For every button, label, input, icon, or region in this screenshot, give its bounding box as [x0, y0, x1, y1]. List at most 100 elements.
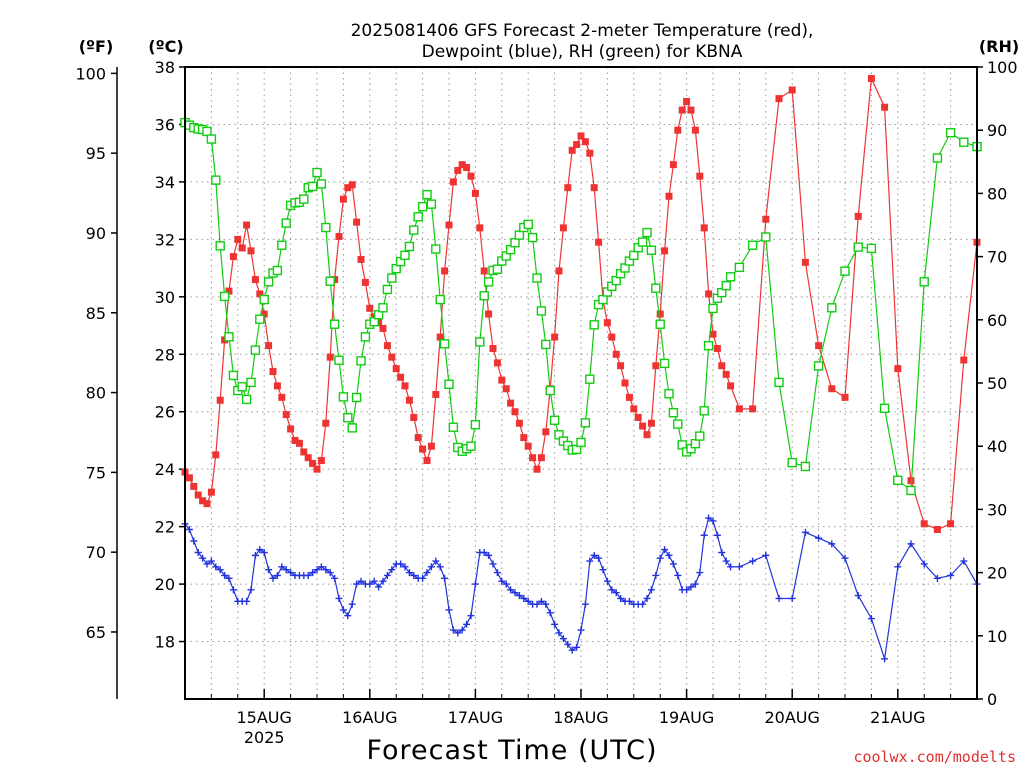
rh-point	[483, 277, 494, 287]
fahrenheit-tick-label: 90	[86, 224, 106, 243]
fahrenheit-tick-label: 65	[86, 623, 106, 642]
dewpoint-point	[265, 566, 273, 574]
rh-point	[514, 230, 525, 240]
dewpoint-point	[410, 571, 418, 579]
temperature-point	[564, 184, 572, 192]
dewpoint-point	[828, 540, 836, 548]
dewpoint-point	[273, 571, 281, 579]
temperature-point	[674, 126, 682, 134]
temperature-point	[256, 290, 264, 298]
dewpoint-point	[498, 577, 506, 585]
dewpoint-point	[568, 646, 576, 654]
dewpoint-point	[612, 589, 620, 597]
dewpoint-point	[260, 548, 268, 556]
dewpoint-point	[397, 560, 405, 568]
dewpoint-point	[335, 594, 343, 602]
temperature-point	[317, 457, 325, 465]
temperature-point	[559, 224, 567, 232]
dewpoint-point	[801, 528, 809, 536]
temperature-point	[234, 235, 242, 243]
temperature-point	[203, 500, 211, 508]
dewpoint-point	[185, 526, 193, 534]
dewpoint-point	[700, 531, 708, 539]
dewpoint-point	[788, 594, 796, 602]
dewpoint-point	[749, 557, 757, 565]
rh-point	[840, 266, 850, 276]
rh-point	[637, 237, 648, 247]
temperature-point	[489, 345, 497, 353]
temperature-point	[458, 161, 466, 169]
rh-point	[316, 179, 327, 189]
rh-point	[866, 243, 877, 254]
temperature-point	[700, 224, 708, 232]
rh-point	[448, 422, 459, 432]
dewpoint-point	[225, 574, 233, 582]
dewpoint-point	[537, 597, 545, 605]
dewpoint-point	[436, 563, 444, 571]
dewpoint-point	[762, 551, 770, 559]
temperature-point	[282, 411, 290, 419]
temperature-point	[401, 382, 409, 390]
dewpoint-point	[520, 594, 528, 602]
x-tick-sublabel: 2025	[244, 728, 285, 747]
rh-point	[422, 189, 432, 200]
temperature-point	[841, 393, 849, 401]
temperature-point	[665, 192, 673, 200]
temperature-point	[696, 172, 704, 180]
rh-point	[237, 382, 247, 392]
credit-text: coolwx.com/modelts	[853, 748, 1016, 766]
dewpoint-point	[669, 560, 677, 568]
rh-point	[466, 441, 476, 451]
dewpoint-point	[555, 629, 563, 637]
dewpoint-point	[564, 640, 572, 648]
rh-point	[932, 153, 943, 163]
rh-point	[321, 222, 331, 233]
dewpoint-point	[432, 557, 440, 565]
rh-tick-label: 70	[987, 248, 1007, 267]
series	[180, 74, 982, 663]
dewpoint-point	[590, 551, 598, 559]
x-tick-label: 21AUG	[870, 708, 925, 727]
temperature-point	[194, 491, 202, 499]
chart-title-line2: Dewpoint (blue), RH (green) for KBNA	[422, 42, 743, 62]
rh-point	[272, 265, 283, 276]
temperature-point	[520, 434, 528, 442]
temperature-point	[691, 126, 699, 134]
temperature-point	[907, 477, 915, 485]
fahrenheit-tick-label: 95	[86, 144, 106, 163]
rh-point	[211, 175, 221, 185]
rh-point	[307, 181, 318, 192]
temperature-point	[573, 141, 581, 149]
temperature-point	[309, 459, 317, 467]
temperature-point	[480, 267, 488, 275]
temperature-point	[278, 393, 286, 401]
temperature-point	[608, 333, 616, 341]
dewpoint-point	[674, 571, 682, 579]
dewpoint-point	[933, 574, 941, 582]
rh-point	[761, 232, 771, 242]
temperature-point	[815, 342, 823, 350]
dewpoint-point	[722, 557, 730, 565]
temperature-point	[190, 482, 198, 490]
rh-tick-label: 100	[987, 58, 1018, 77]
rh-tick-label: 10	[987, 627, 1007, 646]
celsius-tick-label: 38	[155, 58, 175, 77]
temperature-point	[414, 434, 422, 442]
dewpoint-point	[203, 560, 211, 568]
temperature-point	[718, 362, 726, 370]
rh-point	[360, 332, 371, 342]
temperature-point	[669, 161, 677, 169]
dewpoint-point	[647, 586, 655, 594]
dewpoint-point	[947, 571, 955, 579]
dewpoint-point	[841, 554, 849, 562]
dewpoint-point	[251, 551, 259, 559]
rh-point	[492, 264, 503, 274]
temperature-point	[300, 448, 308, 456]
temperature-point	[436, 333, 444, 341]
dewpoint-point	[617, 594, 625, 602]
temperature-point	[529, 454, 537, 462]
dewpoint-point	[595, 554, 603, 562]
rh-point	[668, 408, 679, 418]
temperature-point	[643, 431, 651, 439]
temperature-point	[705, 290, 713, 298]
